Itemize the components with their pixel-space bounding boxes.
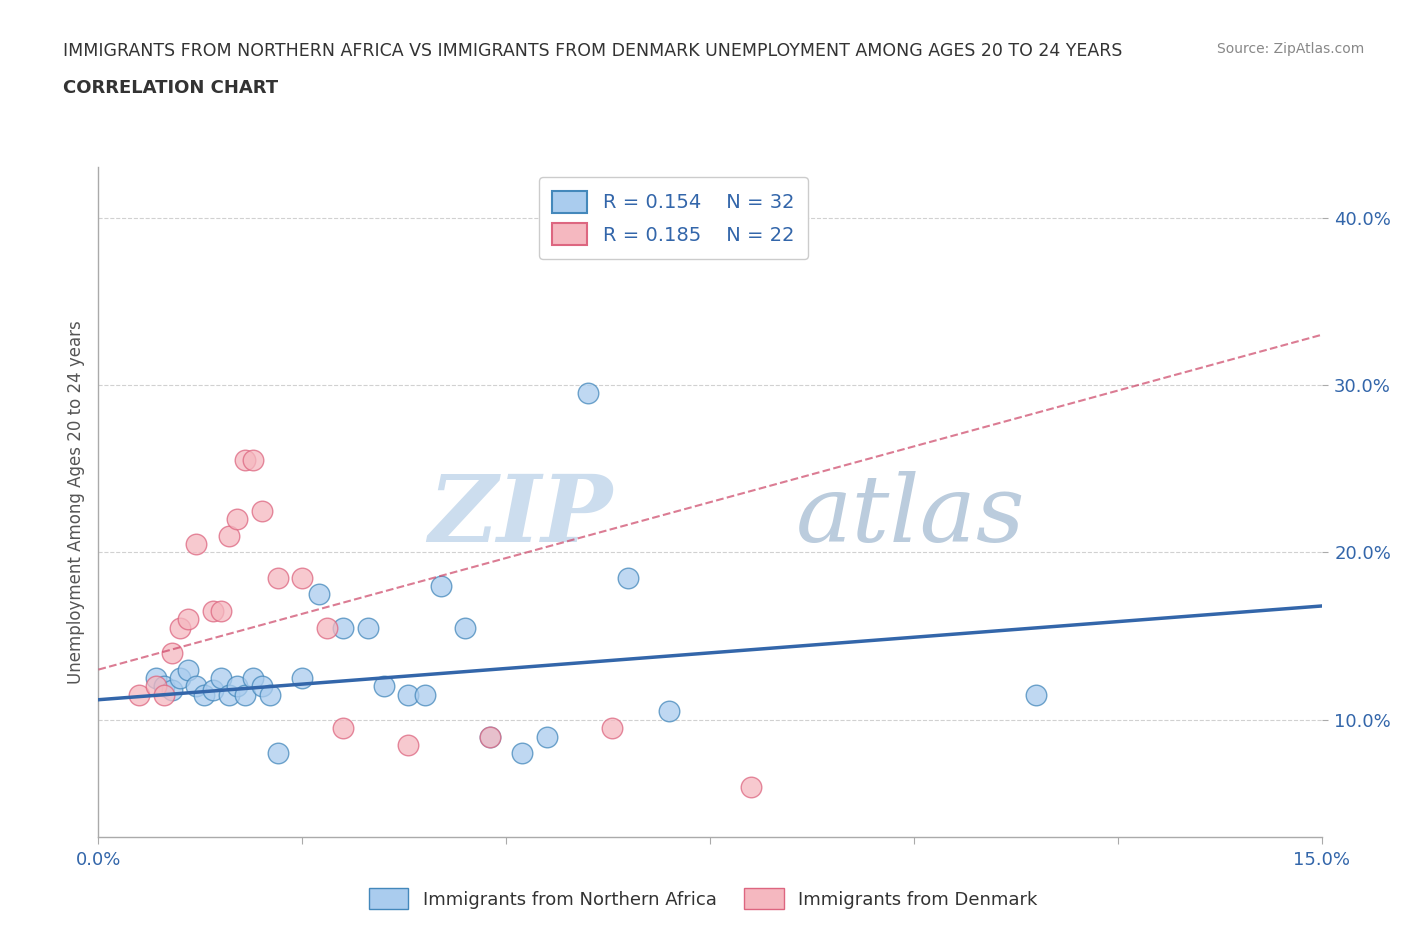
Point bbox=[160, 645, 183, 660]
Point bbox=[209, 671, 232, 685]
Point bbox=[177, 662, 200, 677]
Point bbox=[373, 679, 395, 694]
Point bbox=[152, 687, 174, 702]
Point bbox=[478, 729, 501, 744]
Point bbox=[160, 683, 183, 698]
Point bbox=[218, 687, 240, 702]
Point bbox=[145, 671, 167, 685]
Point bbox=[128, 687, 150, 702]
Text: IMMIGRANTS FROM NORTHERN AFRICA VS IMMIGRANTS FROM DENMARK UNEMPLOYMENT AMONG AG: IMMIGRANTS FROM NORTHERN AFRICA VS IMMIG… bbox=[63, 42, 1122, 60]
Point bbox=[250, 679, 273, 694]
Point bbox=[291, 570, 314, 585]
Text: atlas: atlas bbox=[796, 471, 1025, 561]
Text: CORRELATION CHART: CORRELATION CHART bbox=[63, 79, 278, 97]
Point bbox=[740, 779, 762, 794]
Point bbox=[209, 604, 232, 618]
Point bbox=[226, 679, 249, 694]
Legend: Immigrants from Northern Africa, Immigrants from Denmark: Immigrants from Northern Africa, Immigra… bbox=[361, 881, 1045, 916]
Point bbox=[242, 671, 264, 685]
Point bbox=[186, 679, 208, 694]
Point bbox=[332, 620, 354, 635]
Y-axis label: Unemployment Among Ages 20 to 24 years: Unemployment Among Ages 20 to 24 years bbox=[66, 320, 84, 684]
Point bbox=[512, 746, 534, 761]
Point bbox=[396, 687, 419, 702]
Point bbox=[396, 737, 419, 752]
Point bbox=[291, 671, 314, 685]
Point bbox=[315, 620, 337, 635]
Point bbox=[658, 704, 681, 719]
Point bbox=[177, 612, 200, 627]
Point bbox=[233, 453, 256, 468]
Point bbox=[218, 528, 240, 543]
Point bbox=[454, 620, 477, 635]
Legend: R = 0.154    N = 32, R = 0.185    N = 22: R = 0.154 N = 32, R = 0.185 N = 22 bbox=[538, 177, 808, 259]
Point bbox=[226, 512, 249, 526]
Point bbox=[250, 503, 273, 518]
Point bbox=[242, 453, 264, 468]
Point bbox=[267, 746, 290, 761]
Text: ZIP: ZIP bbox=[427, 471, 612, 561]
Point bbox=[308, 587, 330, 602]
Text: Source: ZipAtlas.com: Source: ZipAtlas.com bbox=[1216, 42, 1364, 56]
Point bbox=[1025, 687, 1047, 702]
Point bbox=[332, 721, 354, 736]
Point bbox=[193, 687, 215, 702]
Point bbox=[186, 537, 208, 551]
Point bbox=[600, 721, 623, 736]
Point bbox=[233, 687, 256, 702]
Point bbox=[201, 604, 224, 618]
Point bbox=[145, 679, 167, 694]
Point bbox=[617, 570, 640, 585]
Point bbox=[356, 620, 378, 635]
Point bbox=[430, 578, 453, 593]
Point bbox=[152, 679, 174, 694]
Point bbox=[169, 620, 191, 635]
Point bbox=[267, 570, 290, 585]
Point bbox=[576, 386, 599, 401]
Point bbox=[413, 687, 436, 702]
Point bbox=[259, 687, 281, 702]
Point bbox=[536, 729, 558, 744]
Point bbox=[201, 683, 224, 698]
Point bbox=[478, 729, 501, 744]
Point bbox=[169, 671, 191, 685]
